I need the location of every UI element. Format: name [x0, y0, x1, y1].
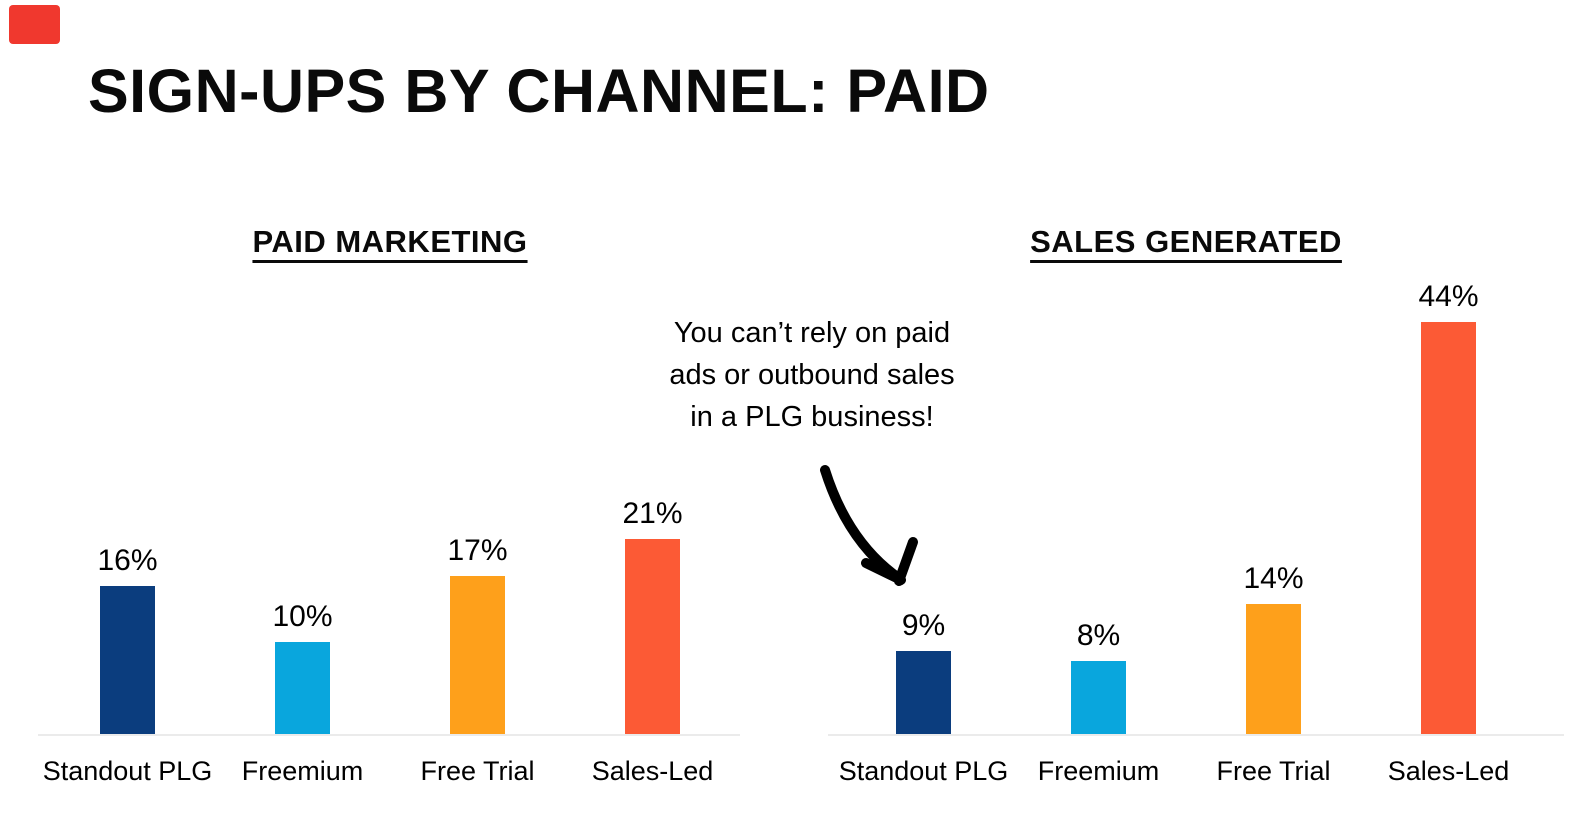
bar-value-label-sales-led: 21%	[622, 497, 683, 530]
bar-cell-standout-plg: 16%	[40, 544, 215, 736]
axis-baseline	[38, 734, 740, 736]
category-labels-row: Standout PLG Freemium Free Trial Sales-Led	[40, 754, 740, 788]
bar-value-label-standout-plg: 9%	[901, 609, 946, 642]
bar-cell-freemium: 8%	[1011, 619, 1186, 736]
category-label-standout-plg: Standout PLG	[838, 756, 1009, 786]
chart-sales-generated: SALES GENERATED 9% 8% 14% 44% Standout PLG F…	[828, 224, 1564, 836]
bar-cell-free-trial: 17%	[390, 534, 565, 736]
chart-title-sales-generated: SALES GENERATED	[1030, 224, 1342, 259]
bar-standout-plg	[100, 586, 155, 736]
chart-paid-marketing: PAID MARKETING 16% 10% 17% 21% Standout PLG…	[38, 224, 740, 836]
bar-value-label-freemium: 8%	[1076, 619, 1121, 652]
bar-sales-led	[1421, 322, 1476, 736]
bar-freemium	[1071, 661, 1126, 736]
bar-cell-standout-plg: 9%	[836, 609, 1011, 736]
page-title: SIGN-UPS BY CHANNEL: PAID	[88, 57, 990, 125]
bar-standout-plg	[896, 651, 951, 736]
annotation-text: You can’t rely on paid ads or outbound s…	[669, 317, 955, 433]
bar-value-label-freemium: 10%	[272, 600, 333, 633]
bar-value-label-standout-plg: 16%	[97, 544, 158, 577]
bar-free-trial	[1246, 604, 1301, 736]
bar-value-label-free-trial: 17%	[447, 534, 508, 567]
category-label-free-trial: Free Trial	[420, 756, 535, 786]
axis-baseline	[828, 734, 1564, 736]
bar-freemium	[275, 642, 330, 736]
brand-mark	[9, 5, 60, 44]
category-label-free-trial: Free Trial	[1216, 756, 1331, 786]
category-label-sales-led: Sales-Led	[1387, 756, 1510, 786]
bars-area: 9% 8% 14% 44%	[836, 275, 1536, 736]
bar-value-label-sales-led: 44%	[1418, 280, 1479, 313]
bar-cell-freemium: 10%	[215, 600, 390, 736]
category-label-freemium: Freemium	[1037, 756, 1160, 786]
bar-cell-sales-led: 21%	[565, 497, 740, 736]
category-label-freemium: Freemium	[241, 756, 364, 786]
category-label-standout-plg: Standout PLG	[42, 756, 213, 786]
bar-cell-sales-led: 44%	[1361, 280, 1536, 736]
bar-free-trial	[450, 576, 505, 736]
category-label-sales-led: Sales-Led	[591, 756, 714, 786]
chart-title-paid-marketing: PAID MARKETING	[252, 224, 528, 259]
bar-sales-led	[625, 539, 680, 736]
category-labels-row: Standout PLG Freemium Free Trial Sales-Led	[836, 754, 1536, 788]
bar-cell-free-trial: 14%	[1186, 562, 1361, 736]
bars-area: 16% 10% 17% 21%	[40, 275, 740, 736]
bar-value-label-free-trial: 14%	[1243, 562, 1304, 595]
